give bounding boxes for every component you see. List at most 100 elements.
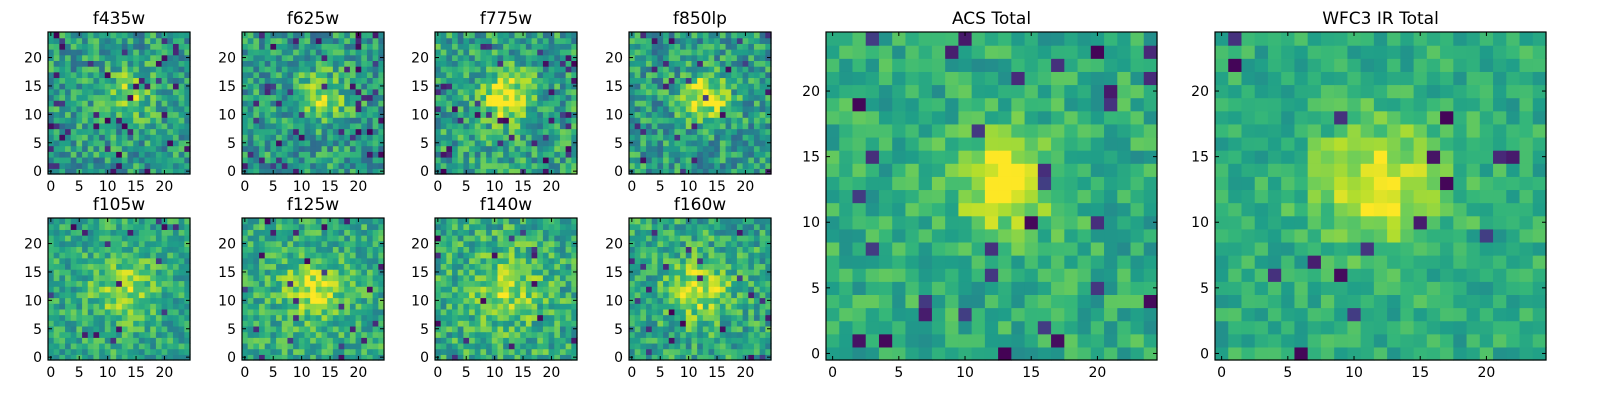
- heatmap-cell: [440, 320, 447, 327]
- heatmap-cell: [559, 229, 567, 236]
- heatmap-cell: [520, 128, 527, 135]
- heatmap-cell: [327, 269, 334, 276]
- heatmap-cell: [753, 134, 761, 141]
- heatmap-cell: [525, 303, 533, 310]
- heatmap-cell: [82, 54, 89, 61]
- heatmap-cell: [59, 303, 66, 310]
- heatmap-cell: [440, 240, 447, 247]
- heatmap-cell: [497, 223, 504, 230]
- heatmap-cell: [59, 151, 66, 158]
- heatmap-cell: [298, 223, 306, 230]
- heatmap-cell: [59, 128, 66, 135]
- heatmap-cell: [725, 337, 732, 344]
- heatmap-cell: [344, 331, 351, 338]
- heatmap-cell: [463, 229, 470, 236]
- heatmap-cell: [253, 156, 260, 164]
- heatmap-cell: [355, 257, 362, 265]
- heatmap-cell: [497, 342, 504, 350]
- heatmap-cell: [457, 342, 464, 350]
- heatmap-cell: [565, 297, 572, 304]
- heatmap-cell: [657, 320, 664, 327]
- heatmap-cell: [708, 308, 715, 316]
- heatmap-cell: [629, 162, 636, 169]
- heatmap-cell: [480, 291, 487, 299]
- heatmap-cell: [497, 303, 504, 310]
- heatmap-cell: [651, 303, 658, 310]
- heatmap-cell: [293, 151, 300, 158]
- heatmap-cell: [293, 223, 300, 230]
- heatmap-cell: [172, 168, 180, 175]
- heatmap-cell: [646, 71, 653, 79]
- heatmap-cell: [293, 128, 300, 135]
- heatmap-cell: [640, 49, 647, 56]
- heatmap-cell: [548, 314, 555, 321]
- heatmap-cell: [133, 122, 140, 130]
- heatmap-cell: [349, 320, 357, 327]
- heatmap-cell: [104, 325, 112, 333]
- heatmap-cell: [310, 117, 317, 124]
- heatmap-cell: [104, 257, 112, 265]
- heatmap-cell: [372, 49, 379, 56]
- heatmap-cell: [361, 60, 368, 67]
- heatmap-cell: [327, 223, 334, 230]
- heatmap-cell: [344, 223, 351, 230]
- heatmap-cell: [155, 303, 163, 310]
- heatmap-cell: [559, 66, 567, 73]
- heatmap-cell: [161, 308, 168, 316]
- heatmap-cell: [640, 156, 647, 164]
- heatmap-cell: [491, 308, 499, 316]
- heatmap-cell: [480, 235, 487, 242]
- heatmap-cell: [531, 162, 538, 169]
- heatmap-cell: [765, 60, 772, 67]
- heatmap-cell: [287, 229, 294, 236]
- heatmap-cell: [714, 314, 721, 321]
- heatmap-cell: [748, 43, 755, 50]
- heatmap-cell: [167, 269, 174, 276]
- heatmap-cell: [315, 297, 323, 304]
- heatmap-cell: [87, 269, 95, 276]
- heatmap-cell: [446, 151, 453, 158]
- heatmap-cell: [82, 139, 89, 147]
- heatmap-cell: [82, 280, 89, 287]
- heatmap-cell: [736, 156, 744, 164]
- heatmap-cell: [565, 246, 572, 253]
- heatmap-cell: [457, 71, 464, 79]
- heatmap-cell: [708, 151, 715, 158]
- heatmap-cell: [646, 354, 653, 361]
- heatmap-cell: [503, 60, 510, 67]
- heatmap-cell: [298, 49, 306, 56]
- heatmap-cell: [725, 128, 732, 135]
- heatmap-cell: [161, 263, 168, 270]
- heatmap-cell: [565, 94, 572, 101]
- heatmap-cell: [663, 139, 670, 147]
- heatmap-cell: [355, 156, 362, 164]
- heatmap-cell: [184, 66, 191, 73]
- heatmap-cell: [293, 320, 300, 327]
- heatmap-cell: [497, 257, 504, 265]
- heatmap-cell: [53, 218, 60, 225]
- heatmap-cell: [155, 235, 163, 242]
- heatmap-cell: [349, 60, 357, 67]
- heatmap-cell: [514, 348, 521, 355]
- heatmap-cell: [514, 252, 521, 259]
- heatmap-cell: [753, 354, 761, 361]
- heatmap-cell: [338, 303, 345, 310]
- heatmap-cell: [276, 223, 283, 230]
- heatmap-cell: [674, 291, 681, 299]
- heatmap-cell: [298, 337, 306, 344]
- heatmap-cell: [144, 54, 151, 61]
- heatmap-cell: [548, 71, 555, 79]
- heatmap-cell: [276, 60, 283, 67]
- heatmap-cell: [736, 128, 744, 135]
- heatmap-cell: [82, 308, 89, 316]
- heatmap-cell: [486, 156, 493, 164]
- heatmap-cell: [133, 111, 140, 118]
- heatmap-cell: [355, 240, 362, 247]
- heatmap-cell: [65, 117, 72, 124]
- heatmap-cell: [70, 223, 77, 230]
- heatmap-cell: [59, 337, 66, 344]
- heatmap-cell: [298, 156, 306, 164]
- heatmap-cell: [327, 257, 334, 265]
- heatmap-cell: [361, 291, 368, 299]
- heatmap-cell: [366, 286, 374, 293]
